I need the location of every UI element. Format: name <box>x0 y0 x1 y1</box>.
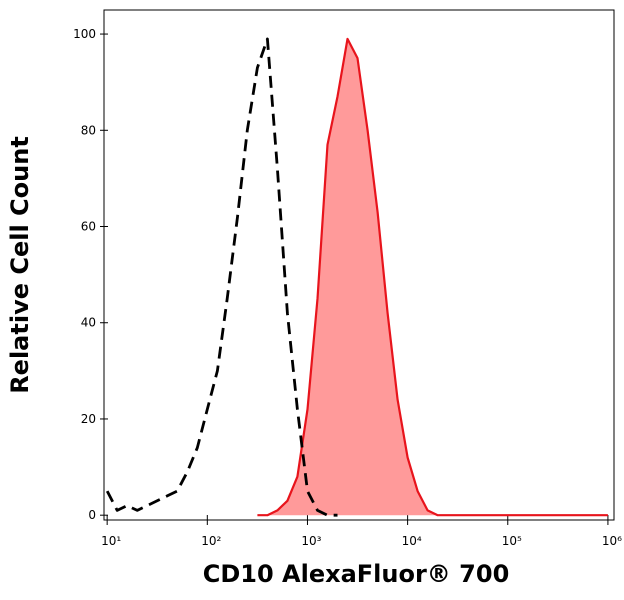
plot-frame <box>103 9 615 521</box>
y-tick-label: 100 <box>73 27 96 41</box>
x-tick-label: 10⁵ <box>502 534 522 548</box>
histogram-line <box>105 37 338 517</box>
y-tick-label: 20 <box>81 412 96 426</box>
y-tick-label: 80 <box>81 123 96 137</box>
x-tick-label: 10³ <box>301 534 321 548</box>
y-axis-title: Relative Cell Count <box>6 136 34 394</box>
y-tick-label: 60 <box>81 220 96 234</box>
histogram-area <box>257 38 608 516</box>
x-tick-label: 10⁶ <box>602 534 622 548</box>
x-axis-title: CD10 AlexaFluor® 700 <box>203 560 510 588</box>
x-tick-label: 10⁴ <box>402 534 422 548</box>
y-tick-label: 0 <box>88 508 96 522</box>
histogram-line <box>257 37 608 517</box>
x-tick-label: 10¹ <box>101 534 121 548</box>
x-tick-label: 10² <box>201 534 221 548</box>
y-tick-label: 40 <box>81 316 96 330</box>
